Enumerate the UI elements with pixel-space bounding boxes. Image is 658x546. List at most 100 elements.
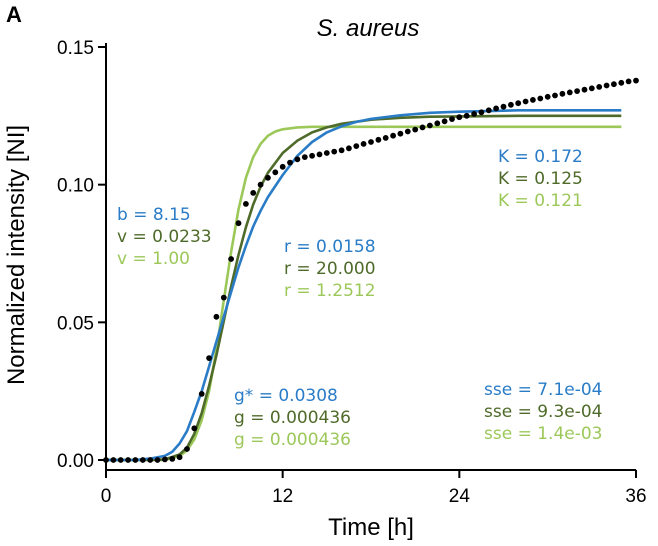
x-ticks: 0 12 24 36 <box>101 470 647 507</box>
fit-lines <box>106 109 622 462</box>
observed-point <box>110 457 117 463</box>
y-tick-label: 0.05 <box>57 313 94 334</box>
y-axis-label: Normalized intensity [NI] <box>3 125 30 385</box>
observed-point <box>316 151 323 158</box>
annotation-g: g* = 0.0308 g = 0.000436 g = 0.000436 <box>234 386 351 450</box>
annotation-k-blue: K = 0.172 <box>498 147 583 167</box>
fit-line-blue <box>106 109 622 462</box>
annotation-r-blue: r = 0.0158 <box>284 237 376 257</box>
observed-point <box>566 89 573 96</box>
annotation-v-light: v = 1.00 <box>117 249 190 269</box>
observed-point <box>559 90 566 97</box>
observed-point <box>485 107 492 114</box>
observed-point <box>198 391 205 397</box>
observed-point <box>412 126 419 133</box>
observed-point <box>206 355 213 361</box>
observed-point <box>220 294 227 301</box>
y-tick-label: 0.10 <box>57 176 94 197</box>
observed-point <box>508 101 514 108</box>
observed-point <box>294 156 301 163</box>
y-tick-label: 0.00 <box>57 451 94 472</box>
annotation-k-dark: K = 0.125 <box>498 169 583 189</box>
annotation-sse-blue: sse = 7.1e-04 <box>484 380 603 400</box>
annotation-k-light: K = 0.121 <box>498 191 583 211</box>
observed-point <box>228 256 235 262</box>
observed-point <box>353 143 360 150</box>
observed-point <box>360 141 367 147</box>
observed-point <box>103 457 109 463</box>
observed-point <box>522 98 529 105</box>
observed-point <box>588 85 595 92</box>
observed-point <box>515 100 522 107</box>
observed-point <box>338 147 345 154</box>
x-tick-label: 12 <box>272 486 293 507</box>
annotation-g-dark: g = 0.000436 <box>234 408 351 428</box>
observed-point <box>309 152 315 159</box>
chart-title: S. aureus <box>317 15 420 42</box>
observed-point <box>265 174 271 181</box>
annotation-b-v: b = 8.15 v = 0.0233 v = 1.00 <box>117 205 212 269</box>
annotation-g-blue: g* = 0.0308 <box>234 386 338 406</box>
annotation-g-light: g = 0.000436 <box>234 430 351 450</box>
observed-point <box>213 313 220 320</box>
observed-point <box>633 77 639 84</box>
y-tick-label: 0.15 <box>57 38 94 59</box>
observed-point <box>397 130 404 137</box>
observed-point <box>493 105 499 112</box>
observed-point <box>456 114 463 121</box>
axes: 0 12 24 36 0.00 0.05 0.10 0.15 <box>57 38 647 507</box>
panel-label: A <box>6 2 22 27</box>
observed-point <box>191 425 198 432</box>
observed-point <box>331 148 338 155</box>
annotation-r-dark: r = 20.000 <box>284 259 376 279</box>
annotation-r: r = 0.0158 r = 20.000 r = 1.2512 <box>284 237 376 301</box>
observed-point <box>471 111 477 117</box>
annotation-sse: sse = 7.1e-04 sse = 9.3e-04 sse = 1.4e-0… <box>484 380 603 444</box>
observed-point <box>139 457 146 463</box>
observed-point <box>618 79 625 86</box>
observed-point <box>154 457 161 463</box>
observed-point <box>132 457 139 463</box>
annotation-r-light: r = 1.2512 <box>284 281 376 301</box>
observed-point <box>184 446 190 452</box>
observed-point <box>125 457 131 463</box>
observed-point <box>323 150 330 156</box>
observed-point <box>287 159 293 166</box>
observed-point <box>279 163 286 170</box>
observed-point <box>441 118 448 125</box>
observed-point <box>500 103 507 110</box>
x-tick-label: 36 <box>625 486 646 507</box>
observed-point <box>625 78 632 85</box>
observed-point <box>478 109 485 116</box>
observed-point <box>463 112 470 119</box>
observed-point <box>117 457 124 463</box>
observed-point <box>243 201 249 207</box>
annotation-k: K = 0.172 K = 0.125 K = 0.121 <box>498 147 583 211</box>
observed-point <box>301 154 308 161</box>
observed-point <box>404 128 411 135</box>
observed-point <box>574 88 580 94</box>
observed-point <box>596 84 603 90</box>
observed-point <box>147 457 154 463</box>
observed-point <box>257 181 264 188</box>
observed-point <box>375 136 382 143</box>
observed-point <box>250 190 257 196</box>
observed-point <box>427 122 433 129</box>
observed-point <box>346 145 352 152</box>
observed-point <box>169 456 176 462</box>
observed-point <box>272 169 279 176</box>
observed-point <box>235 220 242 227</box>
observed-point <box>537 95 544 102</box>
x-axis-label: Time [h] <box>328 514 414 541</box>
observed-point <box>581 86 588 93</box>
observed-point <box>162 456 168 463</box>
observed-point <box>530 97 536 103</box>
annotation-b: b = 8.15 <box>117 205 191 225</box>
annotation-v-dark: v = 0.0233 <box>117 227 212 247</box>
x-tick-label: 24 <box>449 486 471 507</box>
x-tick-label: 0 <box>101 486 112 507</box>
observed-point <box>611 81 617 88</box>
annotation-sse-dark: sse = 9.3e-04 <box>484 402 603 422</box>
fit-line-light-green <box>106 125 622 462</box>
